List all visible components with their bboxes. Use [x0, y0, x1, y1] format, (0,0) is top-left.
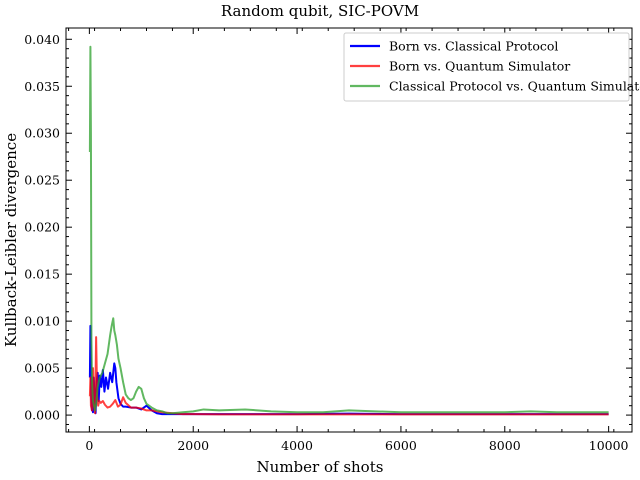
series-line-1	[88, 324, 609, 416]
x-tick-label: 8000	[489, 438, 521, 453]
y-tick-label: 0.020	[24, 220, 60, 235]
y-tick-label: 0.010	[24, 314, 60, 329]
x-tick-label: 10000	[589, 438, 629, 453]
y-tick-label: 0.000	[24, 408, 60, 423]
y-axis-ticks: 0.000 0.005 0.010 0.015 0.020 0.025 0.030 0.035…	[24, 32, 632, 425]
y-tick-label: 0.005	[24, 361, 60, 376]
y-tick-label: 0.035	[24, 79, 60, 94]
chart-title: Random qubit, SIC-POVM	[221, 2, 419, 20]
legend-box	[343, 32, 630, 102]
legend-label-2: Born vs. Quantum Simulator	[389, 59, 570, 74]
x-tick-label: 6000	[385, 438, 417, 453]
y-tick-label: 0.015	[24, 267, 60, 282]
legend: Born vs. Classical Protocol Born vs. Quan…	[343, 32, 640, 102]
plot-frame	[65, 27, 633, 433]
x-axis-label: Number of shots	[257, 458, 384, 476]
x-axis-ticks: 0 2000 4000 6000 8000 10000	[68, 28, 629, 453]
y-axis-label: Kullback-Leibler divergence	[2, 133, 20, 347]
y-tick-label: 0.040	[24, 32, 60, 47]
plot-area	[88, 45, 609, 416]
x-tick-label: 2000	[177, 438, 209, 453]
x-tick-label: 4000	[281, 438, 313, 453]
x-tick-label: 0	[85, 438, 93, 453]
y-tick-label: 0.025	[24, 173, 60, 188]
series-line-2	[88, 336, 609, 416]
series-lines	[88, 45, 609, 416]
legend-label-3: Classical Protocol vs. Quantum Simulator	[389, 79, 640, 94]
series-line-3	[88, 45, 609, 415]
y-tick-label: 0.030	[24, 126, 60, 141]
legend-label-1: Born vs. Classical Protocol	[389, 39, 558, 54]
